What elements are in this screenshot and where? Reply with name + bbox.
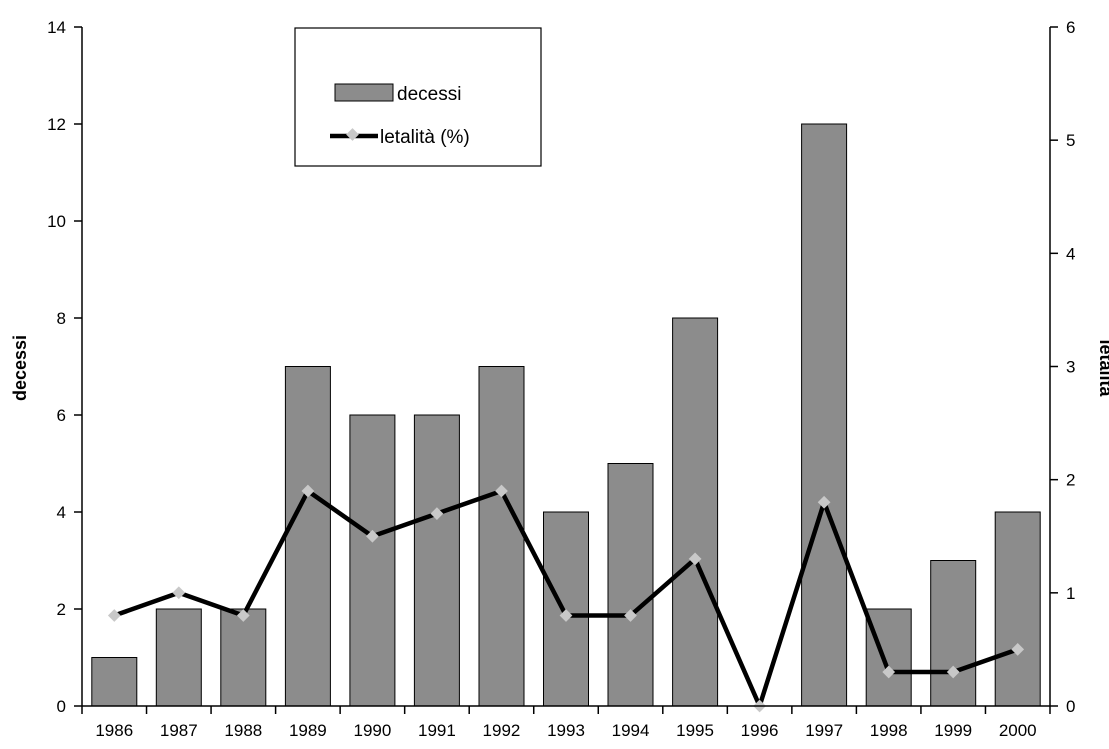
x-tick-label-1995: 1995 — [676, 721, 714, 740]
legend-label-letalita: letalità (%) — [380, 127, 470, 148]
letalita-point-1989 — [301, 484, 315, 498]
y-axis-title-right: letalità — [1096, 339, 1109, 397]
x-tick-label-1993: 1993 — [547, 721, 585, 740]
y-tick-label-right: 5 — [1066, 131, 1075, 150]
x-tick-label-1989: 1989 — [289, 721, 327, 740]
bar-1990 — [349, 414, 396, 707]
bar-1991 — [413, 414, 460, 707]
y-tick-label-left: 8 — [57, 309, 66, 328]
legend-marker — [346, 128, 359, 141]
x-tick-label-1988: 1988 — [224, 721, 262, 740]
x-tick-label-1998: 1998 — [870, 721, 908, 740]
y-tick-label-left: 4 — [57, 503, 66, 522]
bar-2000 — [994, 511, 1041, 707]
y-tick-label-left: 14 — [47, 18, 66, 37]
legend-bar-swatch — [334, 83, 394, 102]
bar-series-decessi — [91, 123, 1041, 707]
bar-1987 — [155, 608, 202, 707]
x-tick-label-1997: 1997 — [805, 721, 843, 740]
y-tick-label-left: 6 — [57, 406, 66, 425]
letalita-point-1986 — [107, 609, 121, 622]
y-tick-label-left: 10 — [47, 212, 66, 231]
legend: decessi letalità (%) — [294, 27, 542, 167]
y-tick-label-right: 3 — [1066, 358, 1075, 377]
x-tick-label-1987: 1987 — [160, 721, 198, 740]
x-tick-label-1990: 1990 — [353, 721, 391, 740]
bar-1997 — [801, 123, 848, 707]
y-tick-label-right: 6 — [1066, 18, 1075, 37]
bar-1993 — [543, 511, 589, 707]
y-tick-label-left: 12 — [47, 115, 66, 134]
x-tick-label-1992: 1992 — [483, 721, 521, 740]
y-tick-label-right: 4 — [1066, 244, 1075, 263]
bar-1986 — [91, 657, 138, 707]
bar-1994 — [607, 463, 654, 707]
letalita-point-1987 — [172, 586, 186, 600]
x-tick-label-1999: 1999 — [934, 721, 972, 740]
x-tick-label-2000: 2000 — [999, 721, 1037, 740]
bar-1998 — [865, 608, 912, 707]
x-tick-label-1986: 1986 — [95, 721, 133, 740]
y-tick-label-right: 1 — [1066, 584, 1075, 603]
y-tick-label-left: 0 — [57, 697, 66, 716]
bar-1989 — [284, 366, 331, 707]
bar-1988 — [220, 608, 267, 707]
bar-1999 — [930, 560, 977, 707]
legend-label-decessi: decessi — [397, 84, 461, 105]
x-tick-label-1994: 1994 — [612, 721, 650, 740]
bar-1992 — [478, 366, 525, 707]
x-tick-label-1996: 1996 — [741, 721, 779, 740]
y-axis-title-left: decessi — [10, 335, 30, 401]
letalita-point-1992 — [495, 484, 508, 498]
y-tick-label-right: 0 — [1066, 697, 1075, 716]
x-tick-label-1991: 1991 — [418, 721, 456, 740]
y-tick-label-right: 2 — [1066, 471, 1075, 490]
y-tick-label-left: 2 — [57, 600, 66, 619]
bar-1995 — [672, 317, 719, 707]
